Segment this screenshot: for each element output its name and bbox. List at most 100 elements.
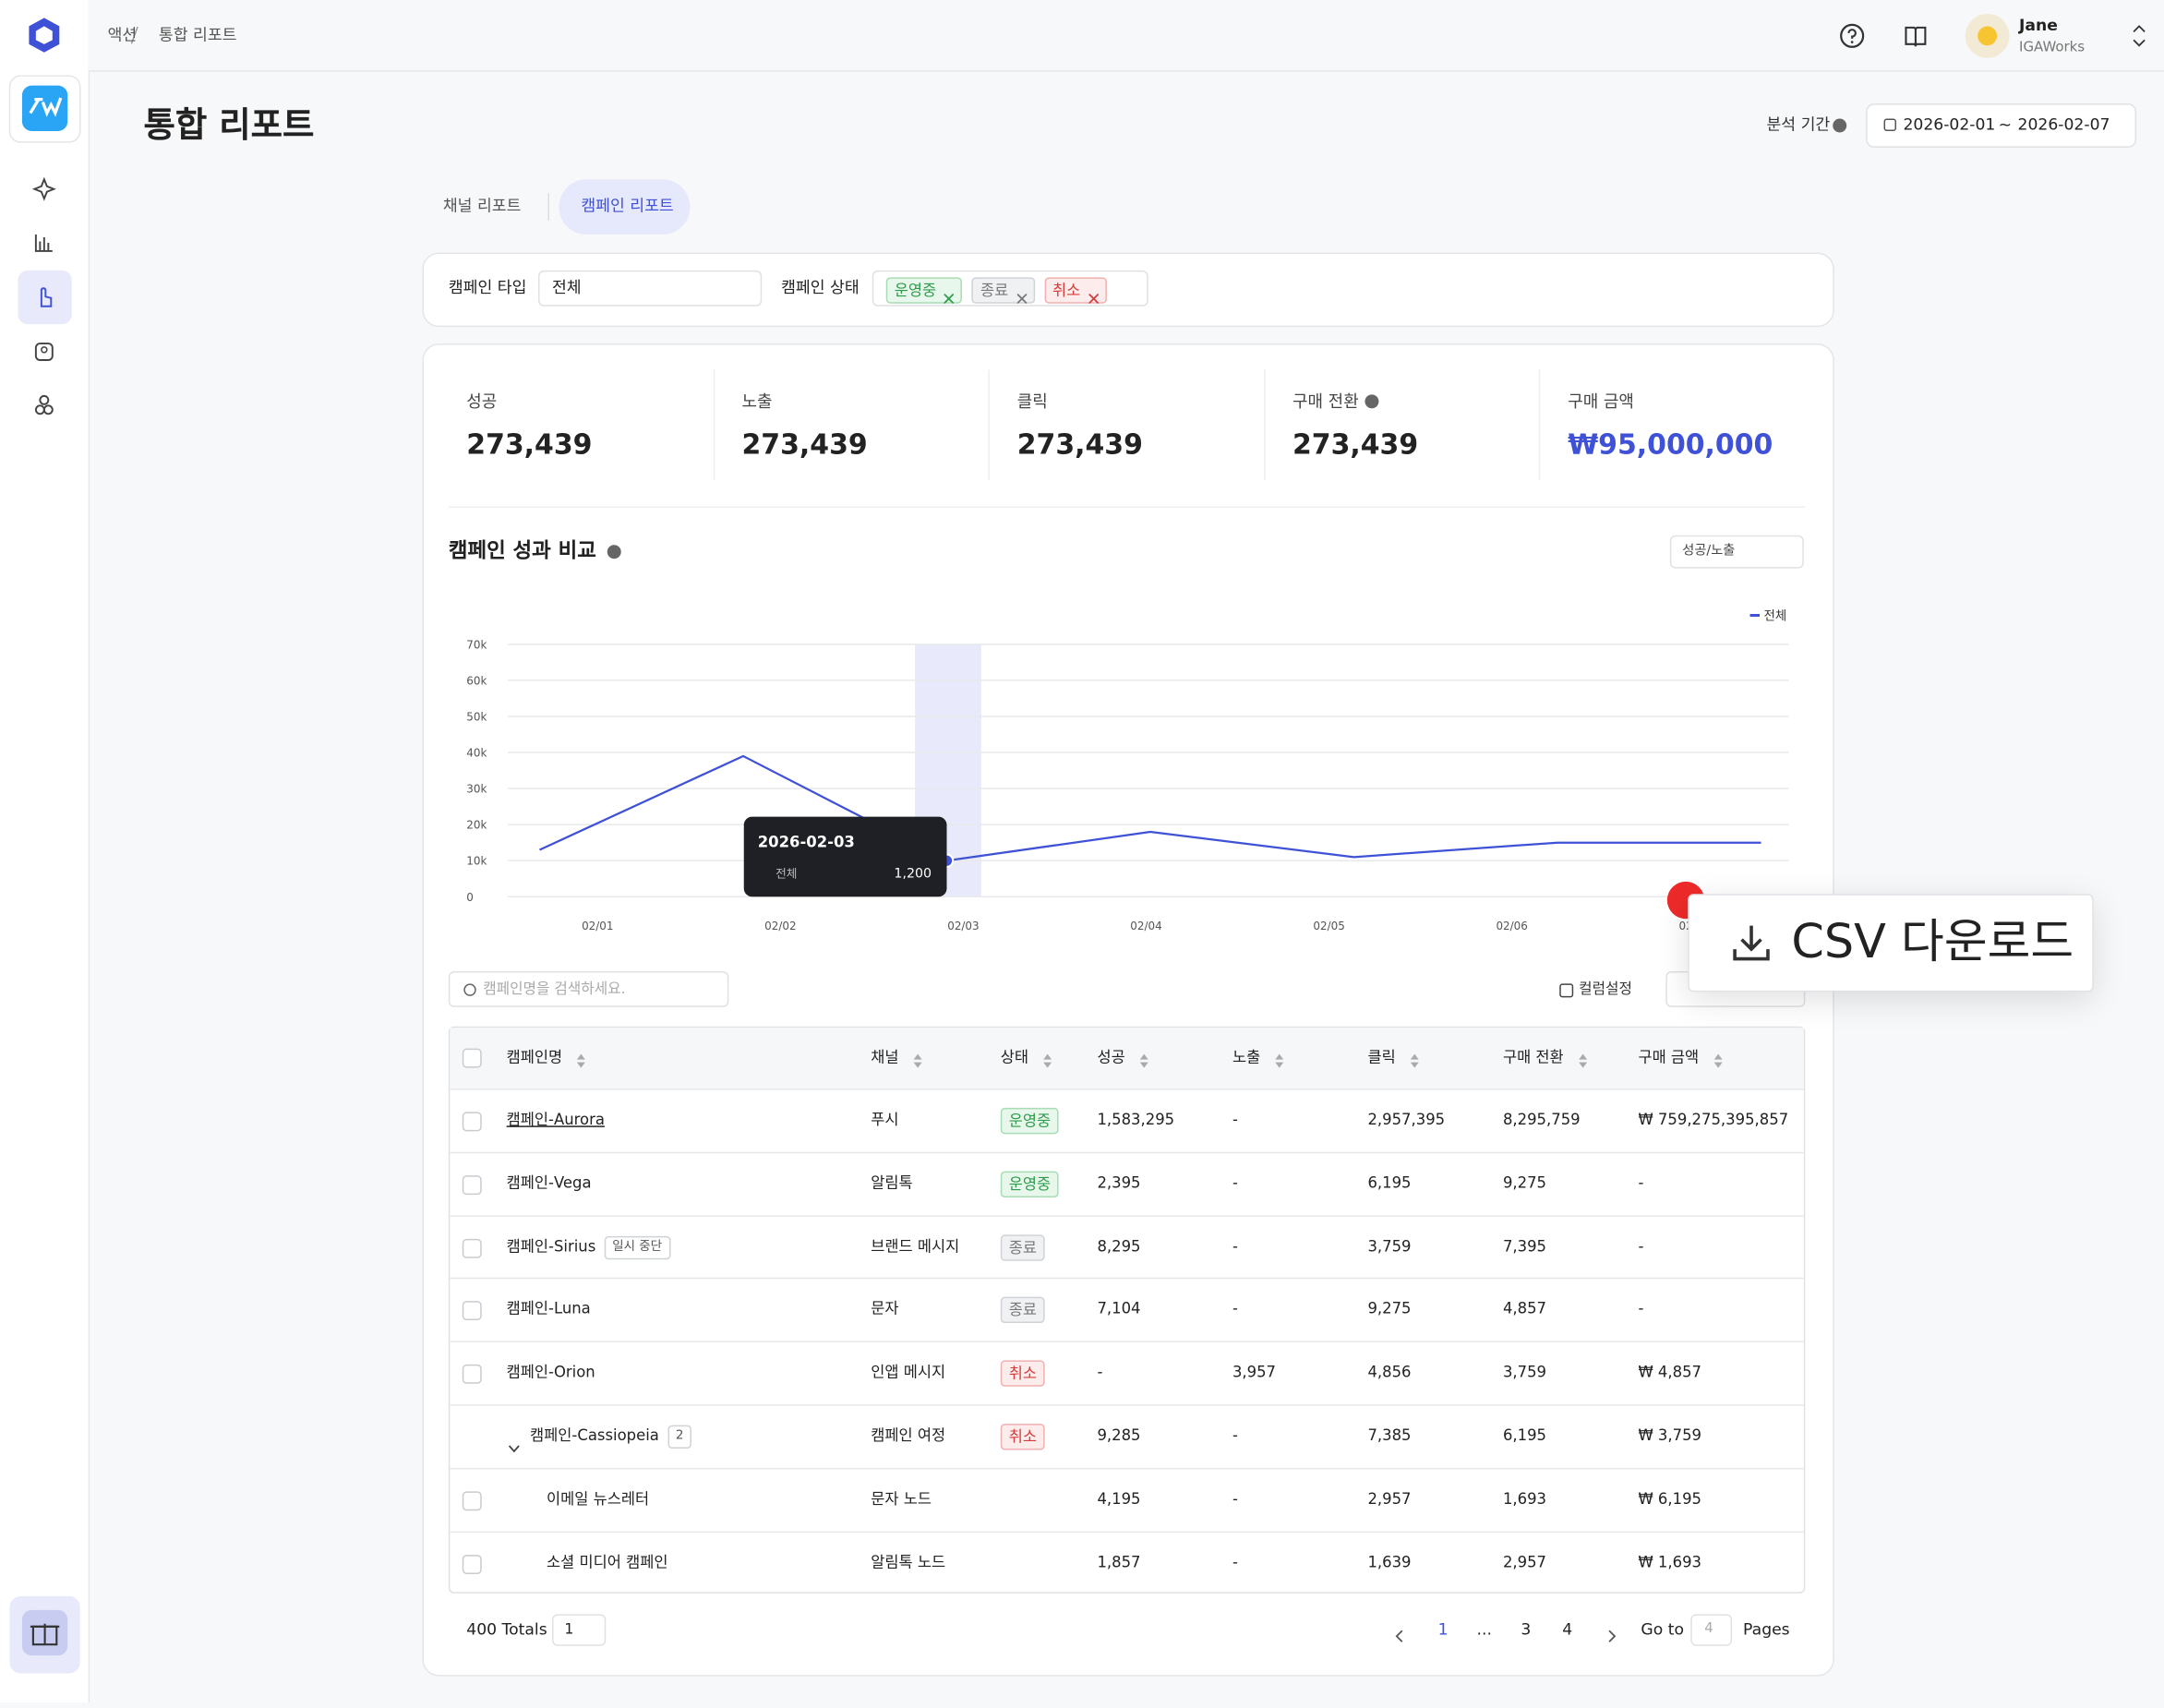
status-tag[interactable]: 취소 [1044, 277, 1107, 304]
row-count: 2 [667, 1425, 692, 1449]
campaign-name[interactable]: 캠페인-Sirius [506, 1236, 596, 1256]
page-arrow[interactable] [1395, 1622, 1403, 1642]
row-checkbox[interactable] [462, 1238, 482, 1258]
totals: 400 Totals [466, 1619, 547, 1640]
row-tag: 일시 중단 [604, 1235, 670, 1259]
campaign-name[interactable]: 소셜 미디어 캠페인 [546, 1552, 668, 1571]
cell: 8,295,759 [1502, 1110, 1581, 1129]
cell: - [1232, 1110, 1238, 1129]
breadcrumb-item[interactable]: 액션 [107, 24, 138, 44]
tooltip-label: 전체 [775, 866, 797, 880]
row-checkbox[interactable] [462, 1112, 482, 1132]
page-title: 통합 리포트 [143, 104, 315, 145]
status-tag[interactable]: 운영중 [885, 277, 963, 304]
table-header [450, 1028, 1804, 1089]
column-header[interactable]: 채널 [871, 1048, 899, 1067]
page-number[interactable]: 1 [1437, 1619, 1449, 1640]
tooltip-title: 2026-02-03 [758, 834, 855, 851]
series-line [539, 754, 1761, 862]
row-checkbox[interactable] [462, 1365, 482, 1385]
cell: 9,275 [1367, 1300, 1412, 1318]
date-sep: ~ [1998, 114, 2013, 134]
tab-active[interactable] [559, 179, 691, 235]
search-placeholder: 캠페인명을 검색하세요. [483, 980, 626, 998]
kpi-value: ₩95,000,000 [1568, 427, 1773, 462]
tab[interactable]: 채널 리포트 [442, 196, 522, 216]
table [448, 1026, 1806, 1594]
cell: - [1232, 1236, 1238, 1256]
page-number[interactable]: ... [1476, 1619, 1492, 1640]
cell: 8,295 [1097, 1236, 1141, 1256]
column-header[interactable]: 성공 [1097, 1048, 1125, 1067]
csv-download[interactable]: CSV 다운로드 [1791, 914, 2074, 970]
column-header[interactable]: 구매 금액 [1638, 1048, 1700, 1067]
row-divider [450, 1404, 1804, 1406]
info-icon [1365, 394, 1379, 409]
cell: 4,857 [1502, 1300, 1547, 1318]
channel: 인앱 메시지 [871, 1363, 946, 1382]
kpi-divider [988, 369, 990, 481]
x-tick-label: 02/03 [947, 920, 979, 932]
date-end: 2026-02-07 [2017, 114, 2110, 134]
page-number[interactable]: 3 [1521, 1619, 1532, 1640]
expand-icon[interactable] [508, 1432, 520, 1453]
x-tick-label: 02/06 [1496, 920, 1527, 932]
top-bar [88, 0, 2164, 72]
sort-icon [1578, 1049, 1589, 1068]
page-size[interactable] [551, 1614, 607, 1646]
kpi-label: 성공 [466, 391, 498, 412]
page-number[interactable]: 4 [1562, 1619, 1573, 1640]
column-header[interactable]: 캠페인명 [506, 1048, 563, 1067]
status-badge: 운영중 [1000, 1171, 1060, 1197]
cell: - [1097, 1363, 1103, 1382]
column-header[interactable]: 상태 [1000, 1048, 1029, 1067]
y-tick-label: 50k [466, 710, 487, 723]
tab[interactable]: 캠페인 리포트 [581, 196, 674, 216]
type-select[interactable] [538, 270, 763, 307]
row-checkbox[interactable] [462, 1491, 482, 1510]
campaign-name[interactable]: 캠페인-Vega [506, 1173, 592, 1192]
column-settings[interactable]: 컬럼설정 [1579, 980, 1632, 998]
column-header[interactable]: 구매 전환 [1502, 1048, 1564, 1067]
cell: 9,275 [1502, 1173, 1547, 1192]
row-divider [450, 1278, 1804, 1280]
page-arrow[interactable] [1608, 1622, 1617, 1642]
campaign-name[interactable]: 캠페인-Cassiopeia [530, 1426, 659, 1445]
campaign-name[interactable]: 이메일 뉴스레터 [546, 1489, 650, 1508]
search-icon [463, 983, 476, 996]
row-divider [450, 1531, 1804, 1533]
kpi-label: 구매 전환 [1292, 391, 1359, 412]
status-tag[interactable]: 종료 [971, 277, 1035, 304]
campaign-name[interactable]: 캠페인-Luna [506, 1300, 591, 1318]
campaign-name[interactable]: 캠페인-Orion [506, 1363, 595, 1382]
tag-remove [1088, 283, 1100, 305]
cell: 7,104 [1097, 1300, 1141, 1318]
y-tick-label: 40k [466, 747, 487, 760]
campaign-name[interactable]: 캠페인-Aurora [506, 1110, 605, 1129]
row-checkbox[interactable] [462, 1174, 482, 1195]
tooltip [743, 816, 947, 897]
row-checkbox[interactable] [462, 1301, 482, 1321]
page-size-value: 1 [564, 1620, 574, 1638]
status-badge: 종료 [1000, 1233, 1046, 1261]
tab-divider [547, 193, 549, 222]
kpi-label: 구매 금액 [1568, 391, 1634, 412]
goto-input[interactable] [1690, 1614, 1733, 1646]
column-header[interactable]: 노출 [1232, 1048, 1261, 1067]
search-box[interactable] [448, 970, 729, 1007]
tag-remove [944, 283, 956, 305]
cell: 3,759 [1367, 1236, 1412, 1256]
header-checkbox[interactable] [462, 1048, 482, 1068]
date-range[interactable] [1866, 103, 2137, 148]
cell: ₩ 4,857 [1638, 1363, 1702, 1382]
metric-select[interactable] [1669, 535, 1804, 569]
cell: - [1638, 1236, 1644, 1256]
x-tick-label: 02/02 [764, 920, 796, 932]
sort-icon [1042, 1049, 1053, 1068]
cell: 4,856 [1367, 1363, 1412, 1382]
type-value: 전체 [551, 277, 582, 297]
column-header[interactable]: 클릭 [1367, 1048, 1396, 1067]
row-checkbox[interactable] [462, 1554, 482, 1574]
calendar-icon [1883, 118, 1896, 131]
